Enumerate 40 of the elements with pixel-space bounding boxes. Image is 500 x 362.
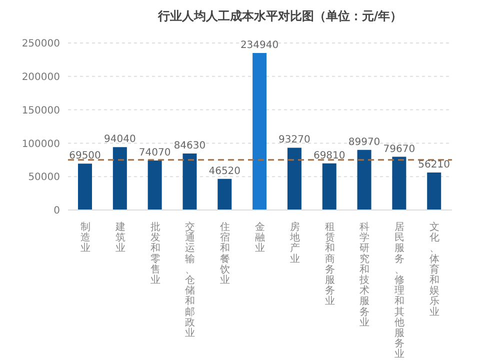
x-tick-label: 批发和零售业 (150, 221, 160, 286)
data-label: 46520 (208, 166, 241, 177)
bar (357, 150, 372, 210)
bar (78, 164, 92, 210)
data-label: 69500 (69, 150, 101, 162)
data-label: 234940 (240, 40, 279, 52)
bar (252, 53, 267, 210)
bar (182, 153, 197, 210)
bar (287, 148, 302, 210)
data-label: 94040 (104, 134, 136, 146)
data-label: 93270 (278, 134, 310, 146)
bar (322, 163, 336, 210)
y-tick-label: 200000 (22, 72, 60, 83)
chart-title: 行业人均人工成本水平对比图（单位：元/年） (156, 8, 404, 25)
y-tick-label: 0 (54, 206, 60, 217)
x-tick-label: 建筑业 (114, 221, 126, 254)
x-tick-label: 租赁和商务服务业 (324, 222, 335, 308)
data-label: 74070 (138, 148, 171, 159)
x-tick-label: 住宿和餐饮业 (219, 222, 230, 286)
category-label: 科学研究和技术服务业 (360, 222, 370, 328)
data-label: 69810 (313, 150, 346, 162)
data-label: 89970 (348, 136, 380, 148)
data-label: 84630 (174, 140, 206, 152)
category-label: 文化、体育和娱乐业 (430, 222, 440, 318)
y-tick-label: 100000 (22, 138, 60, 150)
bar (112, 147, 127, 210)
y-tick-label: 150000 (22, 105, 60, 116)
x-tick-label: 金融业 (255, 221, 265, 254)
data-label: 56210 (418, 159, 450, 170)
category-label: 交通运输、仓储和邮政业 (185, 222, 196, 339)
bar (392, 156, 406, 210)
y-tick-label: 50000 (28, 172, 60, 184)
data-label: 79670 (383, 144, 416, 155)
bar (148, 160, 162, 210)
bar (427, 172, 442, 210)
bar (218, 178, 232, 210)
y-tick-label: 250000 (22, 38, 60, 50)
x-tick-label: 制造业 (80, 221, 90, 254)
category-label: 居民服务、修理和其他服务业 (394, 222, 405, 360)
x-tick-label: 房地产业 (288, 221, 300, 265)
